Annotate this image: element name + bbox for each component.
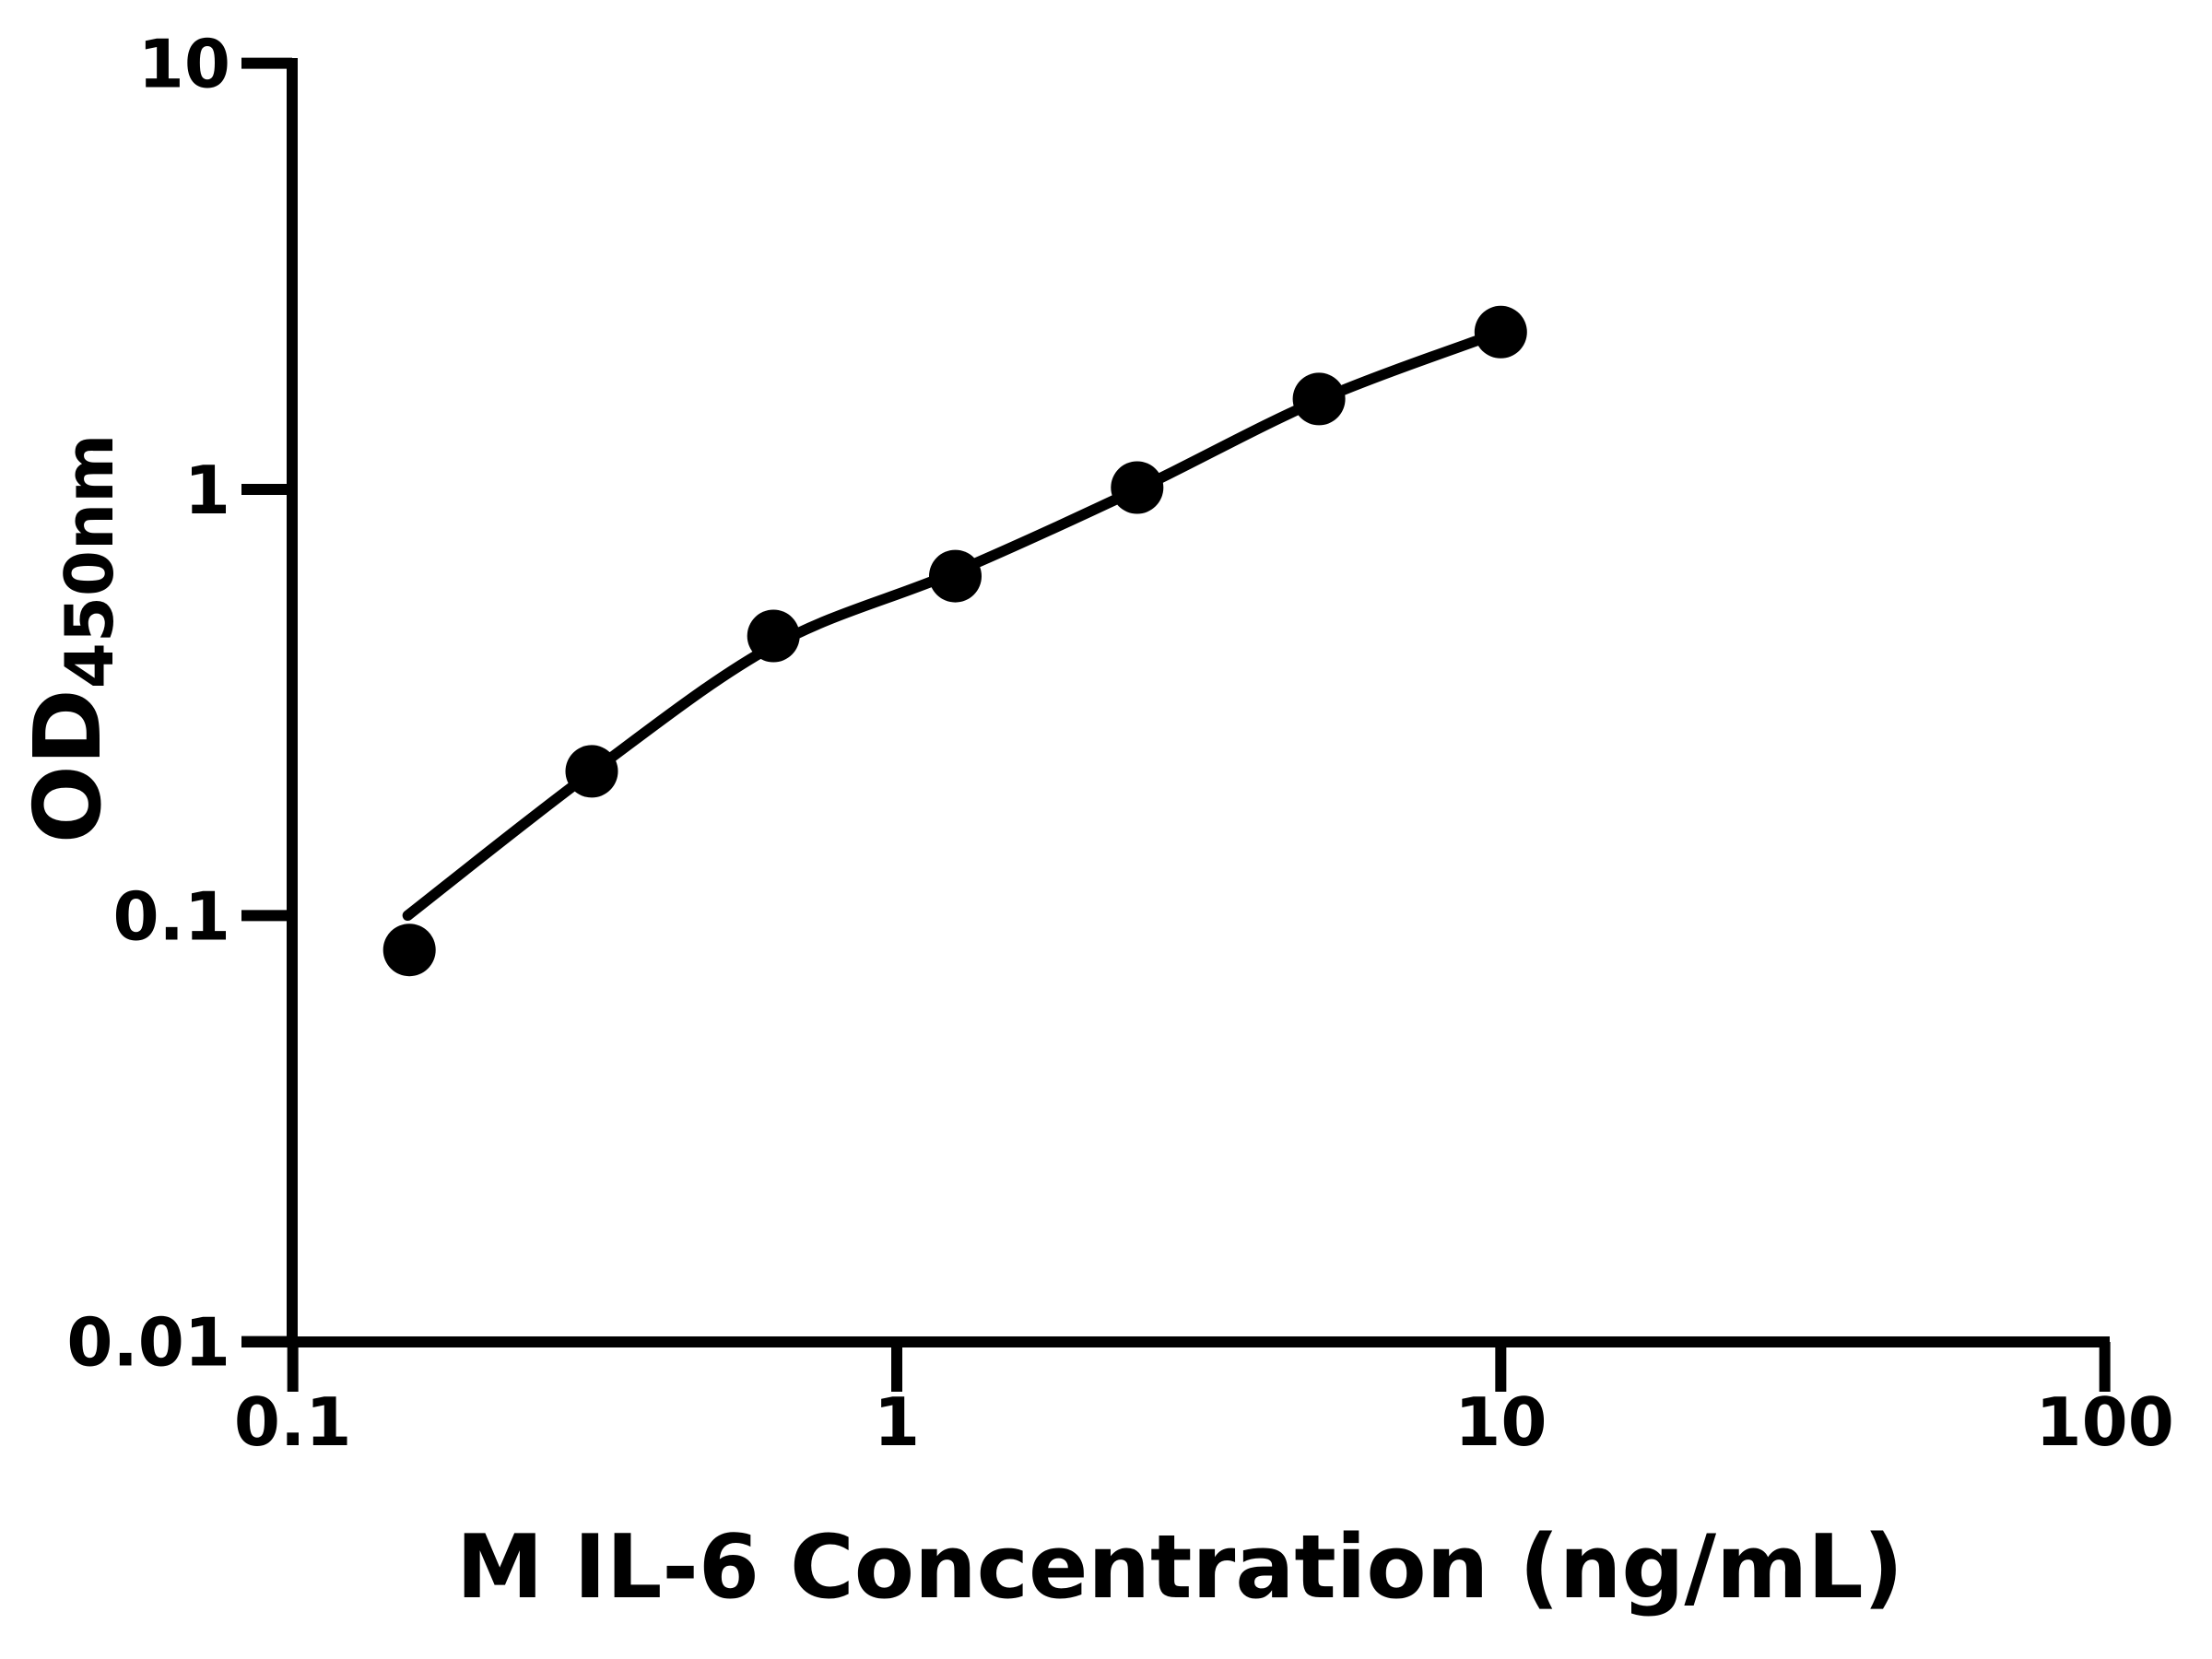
y-axis-ticks <box>241 57 292 1347</box>
x-tick-label: 0.1 <box>234 1383 352 1461</box>
x-tick-label: 1 <box>874 1383 920 1461</box>
y-axis-tick-labels: 10 1 0.1 0.01 <box>66 26 230 1382</box>
data-point-marker <box>1111 461 1164 514</box>
x-axis-tick-labels: 0.1 1 10 100 <box>234 1383 2174 1461</box>
x-axis-ticks <box>287 1342 2111 1392</box>
fitted-curve <box>402 326 1507 922</box>
data-point-marker <box>565 745 618 798</box>
data-points <box>382 305 1527 977</box>
data-point-marker <box>1474 305 1527 359</box>
axes <box>241 58 2110 1347</box>
data-point-marker <box>1292 372 1346 426</box>
y-tick-label: 1 <box>184 452 230 529</box>
y-axis-title: OD450nm <box>14 434 128 844</box>
x-axis-title: M IL-6 Concentration (ng/mL) <box>456 1517 1903 1618</box>
y-tick-label: 0.1 <box>112 877 230 955</box>
y-tick-label: 10 <box>138 26 230 103</box>
data-point-marker <box>382 924 436 977</box>
data-point-marker <box>929 549 982 603</box>
x-tick-label: 10 <box>1454 1383 1547 1461</box>
y-tick-label: 0.01 <box>66 1304 230 1382</box>
data-point-marker <box>747 609 800 663</box>
x-tick-label: 100 <box>2036 1383 2174 1461</box>
y-axis-title-subscript: 450nm <box>51 434 128 689</box>
y-axis-title-main: OD <box>14 688 122 843</box>
